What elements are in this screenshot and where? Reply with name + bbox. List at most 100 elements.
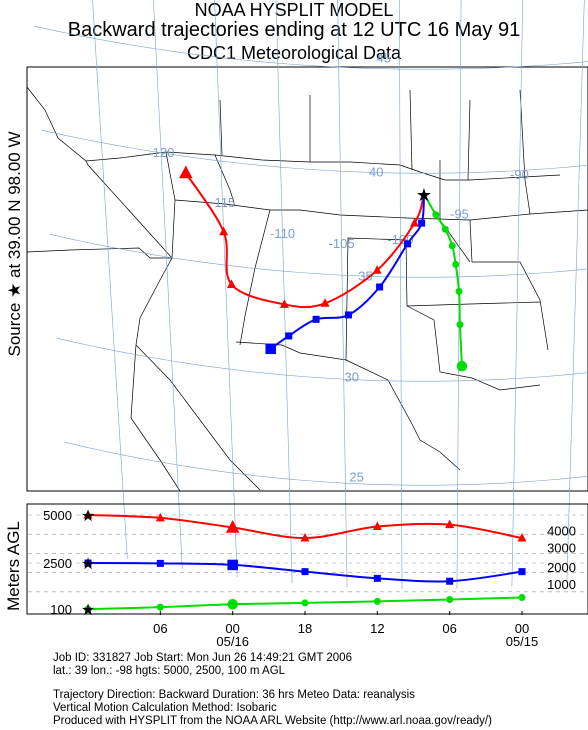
trajectory-marker [312,315,320,323]
height-marker [518,568,526,576]
longitude-label: -95 [450,207,469,222]
latitude-line [49,233,588,278]
trajectory-marker [344,311,352,319]
source-star-icon: ★ [416,185,432,205]
height-marker [517,533,527,542]
height-marker [373,597,381,605]
height-marker [84,559,92,567]
longitude-line [153,0,183,569]
direction-info: Trajectory Direction: Backward Duration:… [53,689,415,701]
longitude-line [456,0,462,589]
height-tick-label: 5000 [43,508,72,523]
longitude-label: -120 [148,145,174,160]
height-marker [372,521,382,531]
state-boundaries [26,86,588,492]
latitude-label: 40 [369,165,383,180]
height-tick-label: 2500 [43,556,72,571]
longitude-line [275,0,293,584]
height-marker [301,599,309,607]
map-frame [26,66,588,492]
vertical-motion-info: Vertical Motion Calculation Method: Isob… [53,702,277,714]
height-frame [26,503,588,615]
height-marker [518,594,526,602]
data-source-title: CDC1 Meteorological Data [186,43,402,63]
latitude-label: 45 [376,51,390,66]
trajectory-marker [441,225,449,233]
source-star-icon: ★ [81,508,95,525]
longitude-label: -105 [329,236,355,251]
height-tick-label-right: 3000 [547,541,576,556]
trajectory-marker [456,360,468,372]
latitude-label: 25 [349,470,363,485]
trajectory-marker [279,299,289,308]
height-marker [155,512,165,522]
height-marker [301,568,309,576]
height-marker [225,519,240,533]
time-tick-label: 06 [442,621,456,636]
trajectory-marker [410,218,420,227]
longitude-label: -90 [510,167,529,182]
latitude-line [64,441,588,486]
height-marker [373,574,381,582]
trajectory-marker [219,226,229,236]
trajectory-marker [452,260,460,268]
height-tick-label-right: 4000 [547,523,576,538]
height-profiles: ★ ★ ★ [81,508,527,619]
longitude-line [566,0,585,583]
longitude-line [337,0,348,588]
longitude-label: -115 [210,195,235,210]
latitude-line [56,337,588,382]
trajectory-marker [456,321,464,329]
height-tick-label: 100 [50,602,72,617]
trajectory-marker [265,343,276,355]
height-marker [84,605,92,613]
time-tick-label: 06 [153,621,167,636]
date-label: 05/15 [506,634,539,649]
trajectory-marker [418,219,426,227]
height-marker [156,559,164,567]
trajectory-tracks [179,165,468,372]
longitude-label: -110 [270,226,295,241]
time-tick-label: 00 [515,621,529,636]
trajectory-marker [432,211,440,219]
trajectory-marker [179,165,193,179]
source-label: Source ★ at 39.00 N 98.00 W [5,131,24,357]
time-tick-label: 00 [225,621,239,636]
location-info: lat.: 39 lon.: -98 hgts: 5000, 2500, 100… [53,665,286,677]
longitude-line [511,0,524,587]
latitude-line [41,129,588,174]
trajectory-marker [404,240,412,248]
height-tick-label-right: 1000 [547,577,576,592]
height-marker [83,510,93,519]
longitude-line [214,0,238,578]
height-marker [227,599,238,610]
height-marker [156,603,164,611]
height-marker [227,559,238,571]
trajectory-marker [448,242,456,250]
trajectory-marker [376,283,384,291]
height-axis-title: Meters AGL [4,521,23,611]
trajectory-marker [455,287,463,295]
model-title: NOAA HYSPLIT MODEL [194,0,394,20]
height-marker [445,519,455,529]
trajectory-marker [285,332,293,340]
latitude-label: 35 [358,268,372,283]
trajectory-marker [320,298,330,307]
longitude-line [399,0,403,590]
time-tick-label: 18 [298,621,312,636]
date-label: 05/16 [216,634,249,649]
latitude-label: 30 [345,370,359,385]
longitude-line [92,0,128,559]
height-panel: ★ ★ ★ 5000 2500 100 4000 3000 2000 1000 06 00 18 12 0… [26,503,588,649]
source-star-icon: ★ [81,556,95,573]
job-info: Job ID: 331827 Job Start: Mon Jun 26 14:… [53,652,352,664]
graticule [33,0,588,590]
trajectory-marker [227,279,237,288]
height-gridlines [28,514,587,593]
height-marker [446,577,454,585]
latitude-line [33,25,588,70]
